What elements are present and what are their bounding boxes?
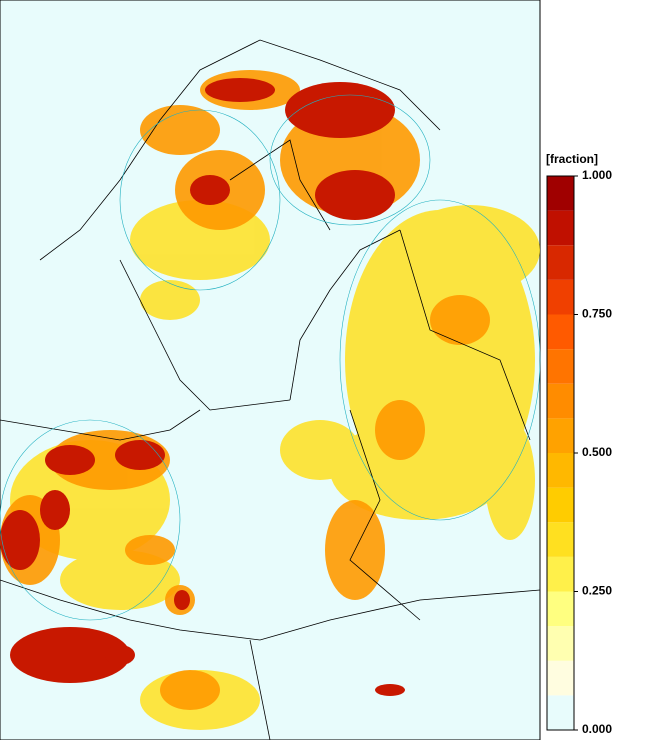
colorbar-segment: [547, 660, 574, 696]
map: [0, 0, 541, 741]
contours: [0, 94, 541, 621]
colorbar-segment: [547, 522, 574, 557]
colorbar-segment: [547, 210, 574, 246]
colorbar-segment: [547, 245, 574, 280]
colorbar-segment: [547, 487, 574, 523]
colorbar-tick-label: 1.000: [582, 168, 612, 182]
colorbar-segment: [547, 695, 574, 730]
colorbar-tick-label: 0.250: [582, 584, 612, 598]
colorbar-tick-label: 0.750: [582, 307, 612, 321]
colorbar-tick-label: 0.000: [582, 722, 612, 736]
colorbar-segment: [547, 314, 574, 350]
colorbar: [fraction] 0.000 0.250 0.500 0.750 1.000: [546, 152, 612, 736]
colorbar-segment: [547, 279, 574, 315]
colorbar-segment: [547, 556, 574, 592]
colorbar-title: [fraction]: [546, 152, 598, 166]
colorbar-segment: [547, 418, 574, 453]
colorbar-segment: [547, 349, 574, 384]
colorbar-tick-label: 0.500: [582, 445, 612, 459]
coastlines: [0, 39, 541, 741]
colorbar-segment: [547, 176, 574, 211]
colorbar-segment: [547, 626, 574, 661]
colorbar-segment: [547, 591, 574, 627]
colorbar-segment: [547, 383, 574, 419]
field-red: [0, 78, 405, 696]
colorbar-segment: [547, 453, 574, 488]
